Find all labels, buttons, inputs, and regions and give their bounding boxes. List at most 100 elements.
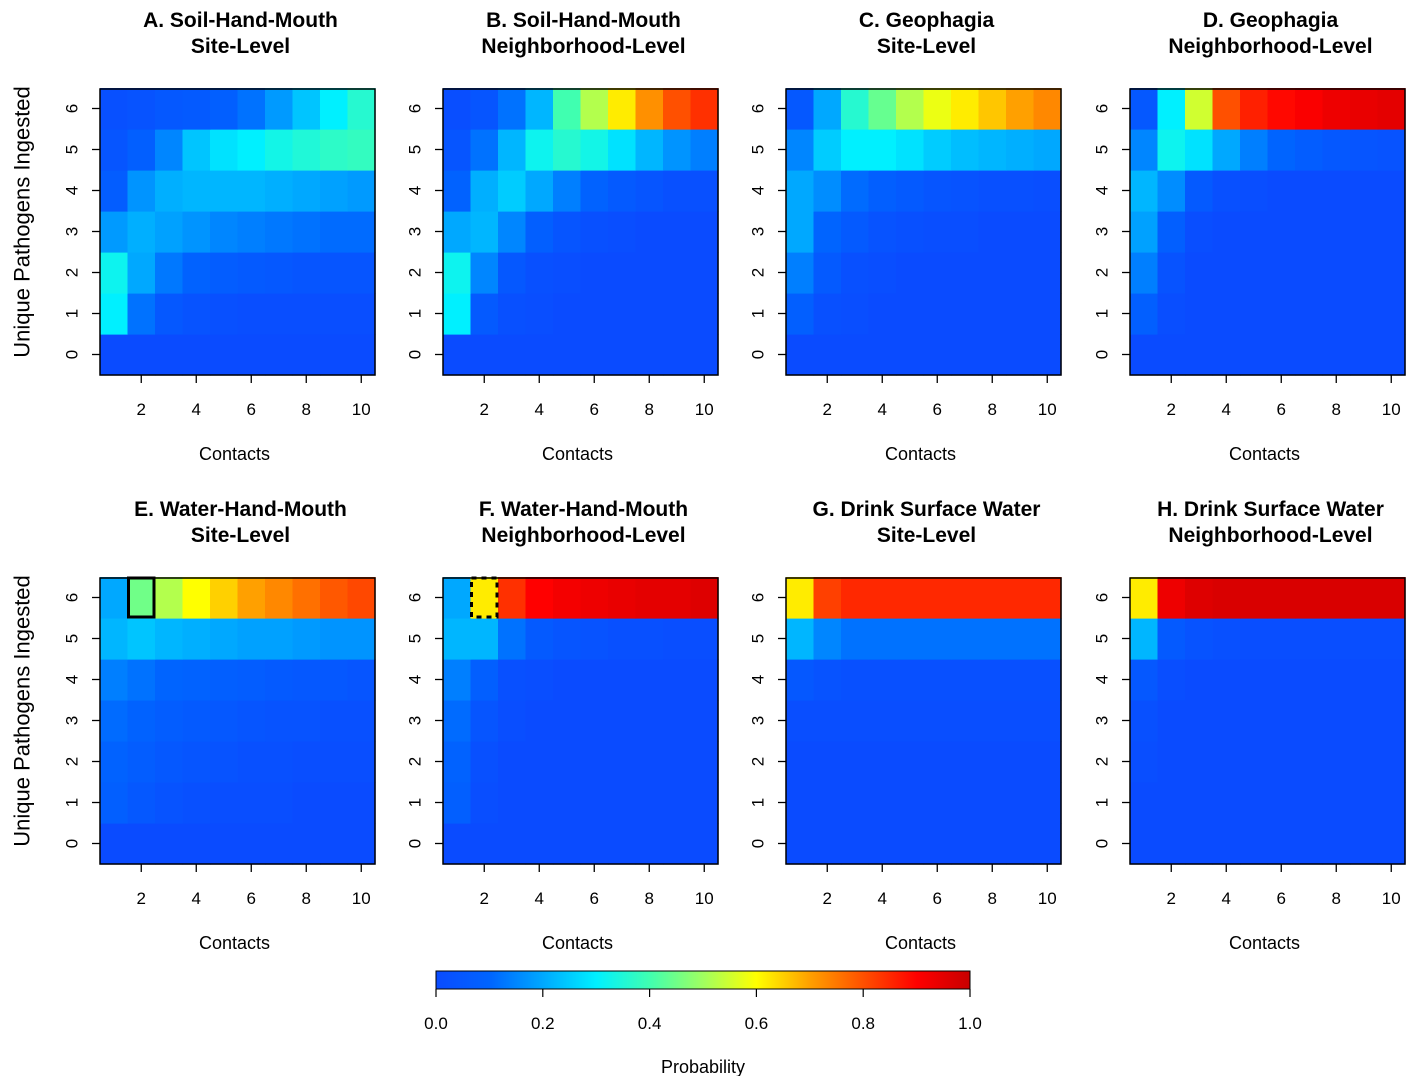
heatmap-cell [210, 823, 239, 865]
heatmap-cell [320, 823, 349, 865]
heatmap-cell [580, 252, 609, 294]
heatmap-cell [347, 293, 376, 335]
heatmap-cell [265, 618, 294, 660]
heatmap-cell [786, 577, 815, 619]
heatmap-cell [635, 577, 664, 619]
heatmap-cell [100, 659, 129, 701]
heatmap-cell [868, 618, 897, 660]
heatmap-cell [813, 129, 842, 171]
heatmap-cell [1377, 577, 1406, 619]
heatmap-cell [923, 88, 952, 130]
heatmap-cell [663, 618, 692, 660]
x-axis-label: Contacts [542, 444, 613, 464]
x-tick-label: 10 [1382, 400, 1401, 419]
y-tick-label: 0 [1093, 839, 1112, 848]
heatmap-cell [1212, 618, 1241, 660]
y-tick-label: 1 [63, 309, 82, 318]
heatmap-cell [347, 170, 376, 212]
heatmap-cell [210, 659, 239, 701]
heatmap-cell [320, 211, 349, 253]
heatmap-cell [951, 618, 980, 660]
heatmap-cell [182, 334, 211, 376]
heatmap-cell [1157, 659, 1186, 701]
x-tick-label: 6 [1277, 889, 1286, 908]
x-tick-label: 6 [1277, 400, 1286, 419]
heatmap-cell [580, 823, 609, 865]
heatmap-cell [498, 170, 527, 212]
heatmap-cell [320, 700, 349, 742]
heatmap-cell [182, 741, 211, 783]
heatmap-cell [470, 700, 499, 742]
heatmap-cell [1130, 782, 1159, 824]
heatmap-cell [443, 659, 472, 701]
heatmap-cell [1185, 211, 1214, 253]
heatmap-cell [786, 211, 815, 253]
colorbar: 0.0 0.2 0.4 0.6 0.8 1.0 Probability [424, 970, 982, 1076]
heatmap-cell [292, 618, 321, 660]
heatmap-cell [580, 170, 609, 212]
heatmap-cell [786, 88, 815, 130]
heatmap-cell [690, 170, 719, 212]
heatmap-cell [1295, 741, 1324, 783]
y-tick-label: 0 [63, 839, 82, 848]
x-axis-label: Contacts [1229, 444, 1300, 464]
heatmap-cell [635, 211, 664, 253]
heatmap-cell [100, 823, 129, 865]
heatmap-cell [923, 252, 952, 294]
heatmap-cell [182, 170, 211, 212]
heatmap-cell [978, 618, 1007, 660]
heatmap-cell [1033, 659, 1062, 701]
heatmap-cell [1033, 252, 1062, 294]
heatmap-cell [663, 782, 692, 824]
heatmap-cell [635, 88, 664, 130]
heatmap-cell [1267, 741, 1296, 783]
x-tick-label: 4 [1222, 889, 1231, 908]
heatmap-cell [841, 252, 870, 294]
heatmap-cell [320, 334, 349, 376]
heatmap-cell [292, 782, 321, 824]
heatmap-cell [553, 659, 582, 701]
heatmap-cell [127, 823, 156, 865]
heatmap-cell [100, 618, 129, 660]
heatmap-cell [690, 618, 719, 660]
x-tick-label: 2 [137, 889, 146, 908]
heatmap-cell [1006, 577, 1035, 619]
heatmap-cell [1322, 618, 1351, 660]
heatmap-cell [896, 741, 925, 783]
heatmap-cell [1295, 823, 1324, 865]
y-tick-label: 5 [63, 634, 82, 643]
heatmap-cell [608, 823, 637, 865]
heatmap-cell [320, 659, 349, 701]
heatmap-cell [813, 659, 842, 701]
heatmap-cell [1350, 823, 1379, 865]
heatmap-cell [635, 659, 664, 701]
heatmap-cell [923, 618, 952, 660]
x-tick-label: 2 [480, 889, 489, 908]
heatmap-cell [868, 700, 897, 742]
heatmap-cell [580, 334, 609, 376]
heatmap-cell [690, 334, 719, 376]
heatmap-cell [978, 700, 1007, 742]
heatmap-cell [1240, 741, 1269, 783]
colorbar-tick-label: 0.4 [638, 1014, 662, 1033]
heatmap-cell [210, 252, 239, 294]
heatmap-cell [580, 129, 609, 171]
panel-a: A. Soil-Hand-Mouth Site-Level 2 4 6 8 10 0 1 2 3 4 5… [10, 9, 376, 464]
heatmap-cell [813, 334, 842, 376]
heatmap-cell [580, 618, 609, 660]
heatmap-cell [443, 170, 472, 212]
heatmap-cell [525, 577, 554, 619]
heatmap-cell [786, 741, 815, 783]
x-tick-label: 10 [352, 889, 371, 908]
heatmap-cell [1322, 659, 1351, 701]
heatmap-cell [608, 293, 637, 335]
heatmap-cell [237, 823, 266, 865]
heatmap-cell [320, 88, 349, 130]
heatmap-cell [1006, 823, 1035, 865]
heatmap-cell [923, 129, 952, 171]
heatmap-cell [237, 170, 266, 212]
heatmap-cell [580, 293, 609, 335]
heatmap-cell [553, 170, 582, 212]
heatmap-cell [1033, 700, 1062, 742]
heatmap-cell [978, 741, 1007, 783]
